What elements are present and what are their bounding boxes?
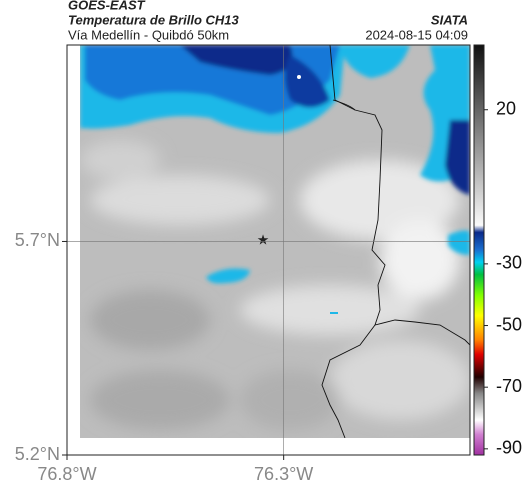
region: Vía Medellín - Quibdó 50km <box>68 27 229 42</box>
colorbar-label: 20 <box>496 98 516 118</box>
colorbar-label: -90 <box>496 438 522 458</box>
lat-label: 5.7°N <box>15 230 60 250</box>
colorbar-label: -50 <box>496 314 522 334</box>
satellite: GOES-EAST <box>68 0 146 12</box>
lon-label: 76.3°W <box>254 464 313 484</box>
lon-label: 76.8°W <box>37 464 96 484</box>
map-frame <box>66 44 471 456</box>
lat-label: 5.2°N <box>15 444 60 464</box>
star: ★ <box>257 232 270 248</box>
timestamp: 2024-08-15 04:09 <box>365 27 468 42</box>
colorbar-label: -30 <box>496 253 522 273</box>
colorbar <box>473 44 485 456</box>
product: Temperatura de Brillo CH13 <box>68 12 240 27</box>
source: SIATA <box>431 12 468 27</box>
colorbar-label: -70 <box>496 376 522 396</box>
